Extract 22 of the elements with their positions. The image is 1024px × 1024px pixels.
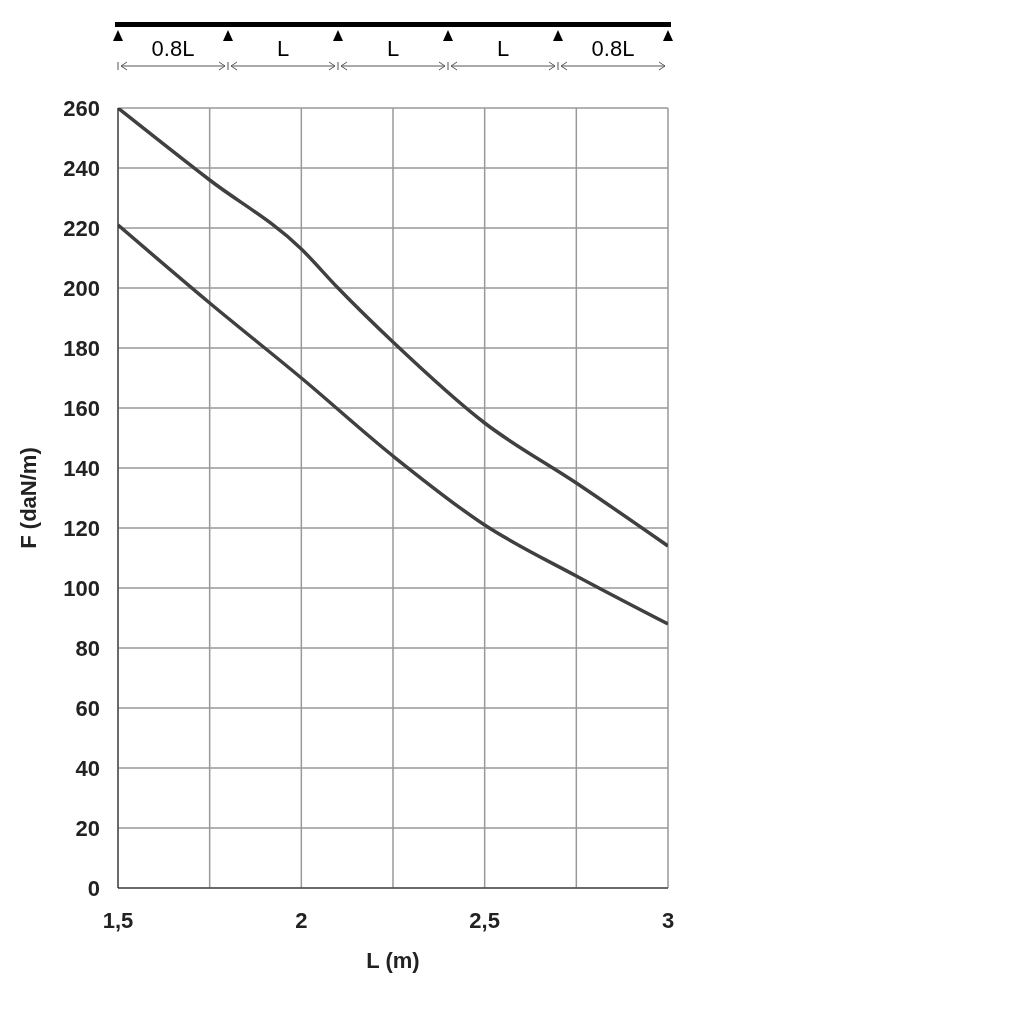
x-tick-label: 2,5 [469, 907, 500, 933]
y-tick-label: 140 [63, 455, 100, 481]
y-tick-label: 260 [63, 95, 100, 121]
y-tick-label: 240 [63, 155, 100, 181]
line-series [118, 223, 668, 626]
y-axis-title: F (daN/m) [15, 447, 41, 549]
x-axis-title: L (m) [366, 948, 420, 973]
x-tick-label: 1,5 [102, 907, 134, 933]
y-tick-label: 200 [63, 275, 100, 301]
y-tick-label: 120 [63, 515, 100, 541]
y-tick-label: 80 [75, 635, 100, 661]
y-tick-label: 20 [75, 815, 100, 841]
x-tick-label: 3 [661, 907, 675, 933]
y-tick-label: 160 [63, 395, 100, 421]
y-tick-label: 220 [63, 215, 100, 241]
y-tick-label: 40 [75, 755, 100, 781]
x-tick-label: 2 [295, 907, 308, 933]
y-tick-label: 180 [63, 335, 100, 361]
beam-diagram: 0.8L L L L 0.8L [108, 8, 678, 98]
y-tick-label: 60 [75, 695, 100, 721]
y-tick-label: 0 [87, 875, 100, 901]
y-tick-label: 100 [63, 575, 100, 601]
